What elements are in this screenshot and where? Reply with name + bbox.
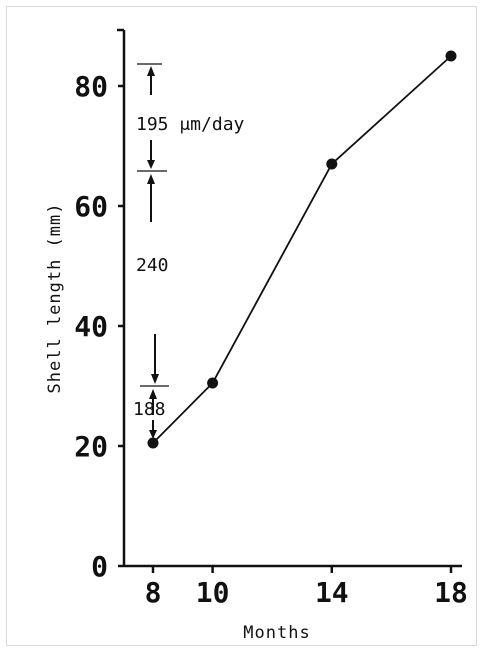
arrow-down-20-head bbox=[149, 430, 157, 439]
annotation-195: 195 μm/day bbox=[136, 114, 245, 135]
y-tick-label: 0 bbox=[91, 550, 108, 583]
arrow-up-66-head bbox=[147, 174, 155, 184]
y-tick-label: 60 bbox=[74, 190, 108, 223]
annotation-240: 240 bbox=[136, 255, 169, 276]
x-tick-label: 14 bbox=[315, 576, 349, 609]
rate-annotation-brackets bbox=[137, 63, 169, 439]
arrow-up-84-head bbox=[147, 66, 155, 76]
data-point bbox=[445, 50, 457, 62]
x-tick-label: 8 bbox=[145, 576, 162, 609]
y-tick-label: 20 bbox=[74, 430, 108, 463]
arrow-down-66-head bbox=[147, 160, 155, 169]
x-axis-title: Months bbox=[243, 623, 310, 643]
x-tick-label: 10 bbox=[196, 576, 230, 609]
figure-frame bbox=[6, 6, 477, 646]
y-axis-title: Shell length (mm) bbox=[45, 203, 65, 394]
x-tick-label: 18 bbox=[434, 576, 468, 609]
arrow-down-30-head bbox=[151, 374, 159, 384]
arrow-up-30-head bbox=[149, 389, 157, 399]
annotation-188: 188 bbox=[133, 399, 166, 420]
data-point bbox=[326, 158, 338, 170]
data-point bbox=[207, 377, 219, 389]
y-tick-label: 40 bbox=[74, 310, 108, 343]
series-line bbox=[152, 55, 452, 444]
y-tick-label: 80 bbox=[74, 70, 108, 103]
data-point bbox=[147, 437, 159, 449]
